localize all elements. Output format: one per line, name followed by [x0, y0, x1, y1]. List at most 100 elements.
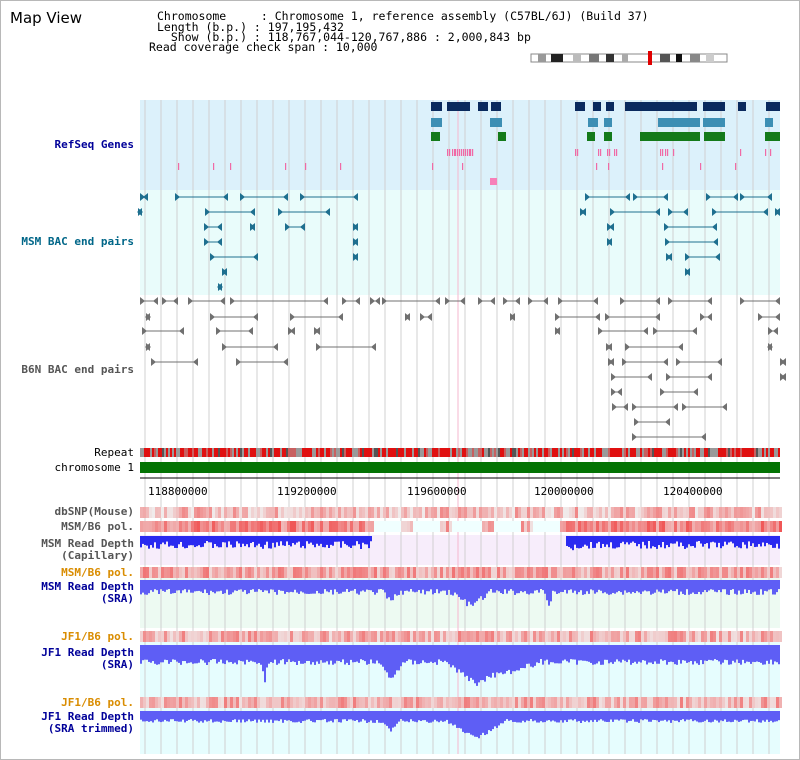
- jf1-pol-trimmed-cell: [296, 697, 299, 708]
- bac-end-marker: [142, 327, 147, 335]
- jf1-pol-cell: [578, 631, 581, 642]
- repeat-segment: [550, 448, 552, 457]
- depth-bar: [254, 580, 256, 592]
- depth-bar: [740, 536, 742, 549]
- depth-bar: [708, 645, 710, 660]
- depth-bar: [636, 536, 638, 547]
- jf1-pol-cell: [614, 631, 617, 642]
- depth-bar: [268, 580, 270, 594]
- depth-bar: [544, 580, 546, 594]
- msm-pol-cell: [593, 521, 596, 532]
- depth-bar: [172, 580, 174, 594]
- msm-pol-sra-cell: [692, 567, 695, 578]
- depth-bar: [180, 645, 182, 665]
- dbsnp-track-label[interactable]: dbSNP(Mouse): [54, 505, 134, 518]
- depth-bar: [290, 711, 292, 722]
- gene-marker: [735, 163, 737, 170]
- depth-bar: [670, 536, 672, 544]
- msm-pol-track-label[interactable]: MSM/B6 pol.: [61, 520, 134, 533]
- msm-depth-sra-label[interactable]: MSM Read Depth (SRA): [0, 581, 134, 605]
- dbsnp-cell: [674, 507, 677, 518]
- depth-bar: [534, 711, 536, 721]
- depth-bar: [490, 580, 492, 590]
- msm-bac-track-label[interactable]: MSM BAC end pairs: [21, 235, 134, 248]
- depth-bar: [692, 645, 694, 665]
- b6n-bac-track-label[interactable]: B6N BAC end pairs: [21, 363, 134, 376]
- depth-bar: [288, 711, 290, 721]
- jf1-pol-cell: [485, 631, 488, 642]
- depth-bar: [560, 580, 562, 592]
- depth-bar: [260, 580, 262, 591]
- depth-bar: [184, 536, 186, 549]
- depth-bar: [678, 711, 680, 723]
- dbsnp-cell: [155, 507, 158, 518]
- refseq-track-label[interactable]: RefSeq Genes: [54, 138, 134, 151]
- jf1-pol-cell: [320, 631, 323, 642]
- jf1-depth-trimmed-label[interactable]: JF1 Read Depth (SRA trimmed): [0, 711, 134, 735]
- depth-bar: [370, 645, 372, 660]
- repeat-segment: [218, 448, 220, 457]
- msm-pol-cell: [674, 521, 677, 532]
- depth-bar: [198, 711, 200, 723]
- depth-bar: [398, 580, 400, 595]
- repeat-segment: [584, 448, 586, 457]
- dbsnp-cell: [224, 507, 227, 518]
- depth-bar: [504, 580, 506, 590]
- depth-bar: [316, 711, 318, 721]
- msm-pol-cell: [539, 521, 542, 532]
- depth-bar: [582, 645, 584, 661]
- dbsnp-cell: [698, 507, 701, 518]
- jf1-pol-trimmed-cell: [170, 697, 173, 708]
- depth-bar: [492, 711, 494, 730]
- jf1-pol-cell: [419, 631, 422, 642]
- gene-marker: [740, 149, 742, 156]
- jf1-pol-trimmed-cell: [149, 697, 152, 708]
- depth-bar: [692, 711, 694, 722]
- jf1-pol-trimmed-cell: [461, 697, 464, 708]
- jf1-pol-trimmed-cell: [653, 697, 656, 708]
- repeat-segment: [198, 448, 200, 457]
- bac-end-marker: [210, 253, 215, 261]
- dbsnp-cell: [347, 507, 350, 518]
- depth-bar: [686, 536, 688, 548]
- msm-pol-cell: [377, 521, 380, 532]
- jf1-pol-trimmed-track-label[interactable]: JF1/B6 pol.: [61, 696, 134, 709]
- msm-pol-cell: [179, 521, 182, 532]
- jf1-pol-cell: [266, 631, 269, 642]
- dbsnp-cell: [488, 507, 491, 518]
- depth-bar: [504, 711, 506, 721]
- msm-pol-sra-track-label[interactable]: MSM/B6 pol.: [61, 566, 134, 579]
- depth-bar: [660, 536, 662, 548]
- jf1-pol-cell: [494, 631, 497, 642]
- bac-end-marker: [707, 373, 712, 381]
- repeat-segment: [606, 448, 608, 457]
- dbsnp-cell: [758, 507, 761, 518]
- jf1-pol-trimmed-cell: [482, 697, 485, 708]
- repeat-segment: [762, 448, 764, 457]
- dbsnp-cell: [500, 507, 503, 518]
- repeat-segment: [428, 448, 430, 457]
- repeat-segment: [614, 448, 616, 457]
- jf1-pol-cell: [422, 631, 425, 642]
- bac-end-marker: [460, 297, 465, 305]
- depth-bar: [206, 645, 208, 665]
- msm-depth-sra-line1: MSM Read Depth: [41, 580, 134, 593]
- jf1-pol-trimmed-cell: [587, 697, 590, 708]
- depth-bar: [266, 645, 268, 668]
- jf1-depth-sra-label[interactable]: JF1 Read Depth (SRA): [0, 647, 134, 671]
- depth-bar: [148, 580, 150, 594]
- msm-depth-capillary-label[interactable]: MSM Read Depth (Capillary): [0, 538, 134, 562]
- jf1-pol-cell: [377, 631, 380, 642]
- jf1-pol-cell: [167, 631, 170, 642]
- bac-end-marker: [609, 358, 614, 366]
- jf1-pol-cell: [329, 631, 332, 642]
- gene-exon: [606, 102, 614, 111]
- depth-bar: [430, 711, 432, 723]
- msm-pol-sra-cell: [623, 567, 626, 578]
- depth-bar: [598, 645, 600, 662]
- depth-bar: [702, 645, 704, 665]
- jf1-pol-trimmed-cell: [398, 697, 401, 708]
- depth-bar: [142, 536, 144, 544]
- jf1-pol-track-label[interactable]: JF1/B6 pol.: [61, 630, 134, 643]
